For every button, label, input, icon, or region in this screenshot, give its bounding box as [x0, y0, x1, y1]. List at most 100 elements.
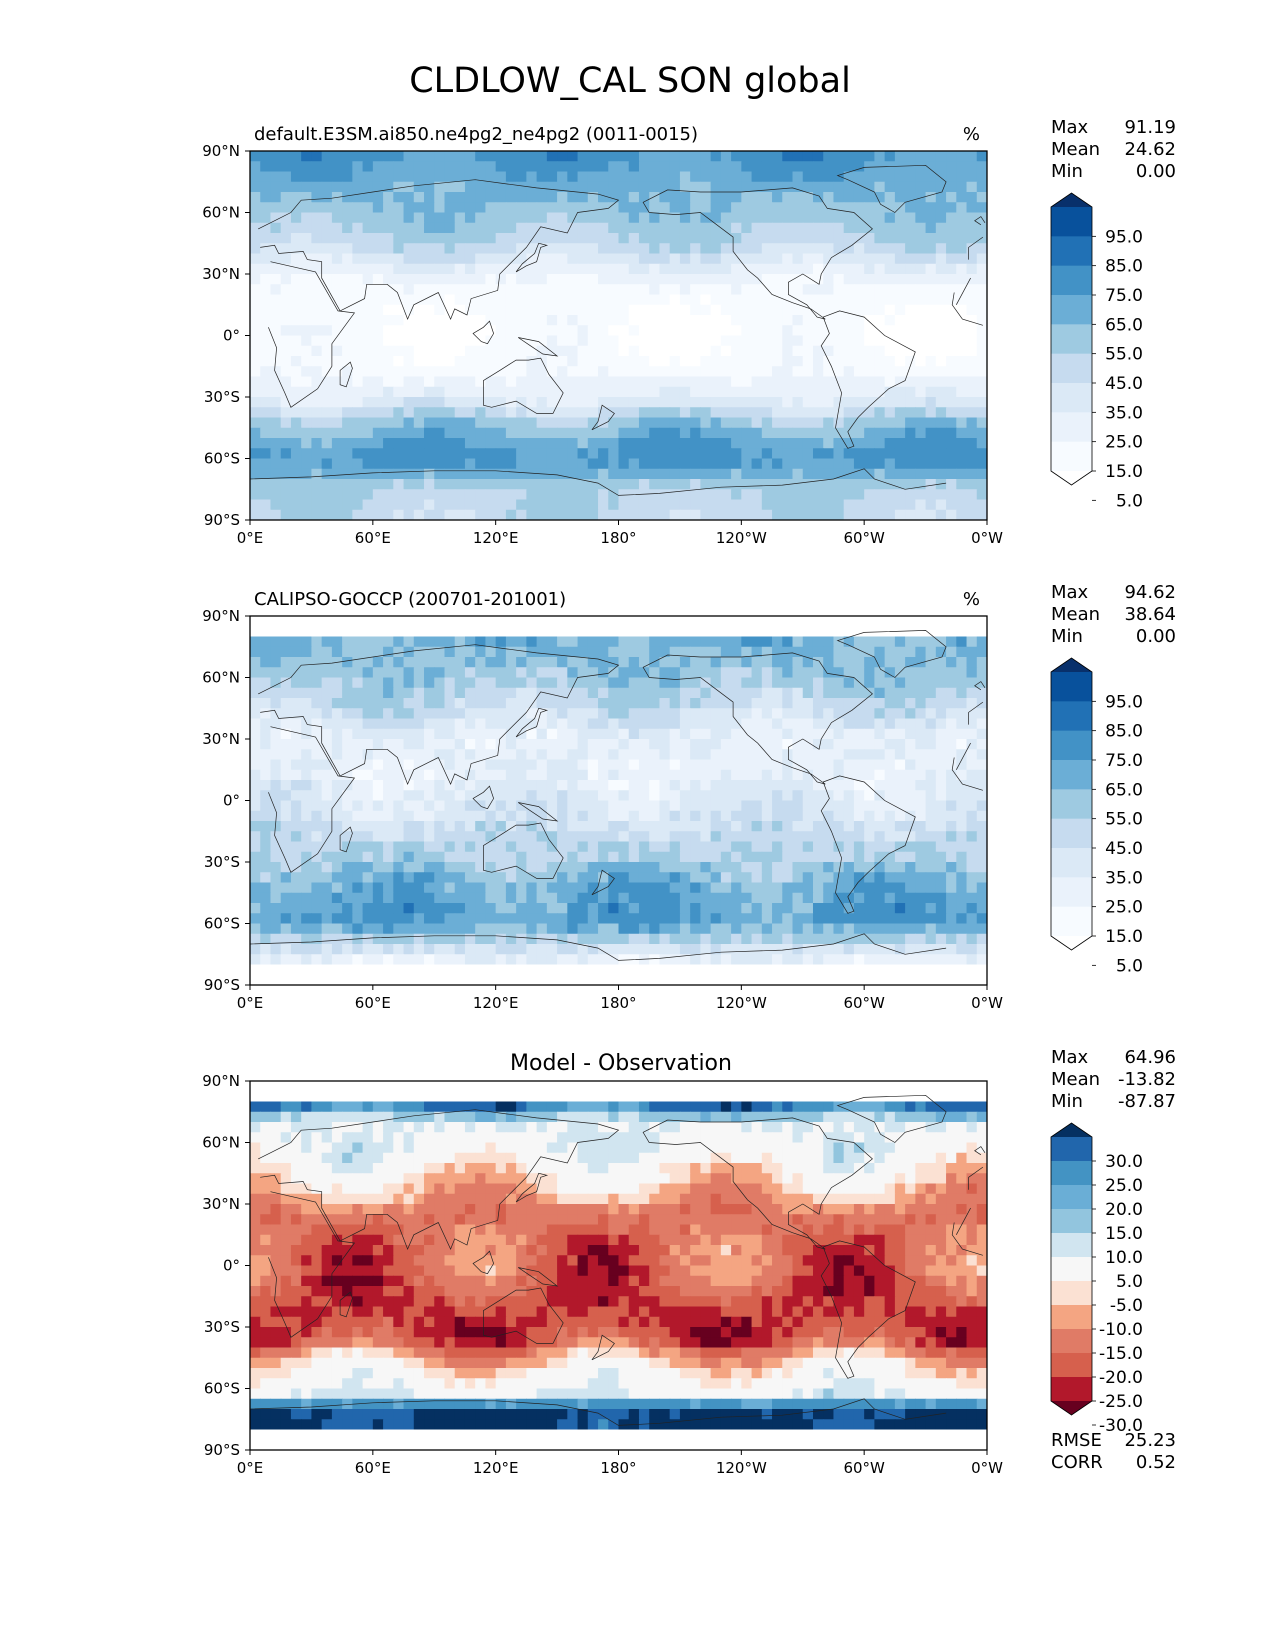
field-cell — [649, 397, 661, 408]
field-cell — [649, 161, 661, 173]
field-cell — [638, 171, 650, 183]
field-cell — [526, 759, 538, 771]
field-cell — [874, 192, 886, 203]
field-cell — [598, 335, 609, 347]
field-cell — [577, 657, 589, 668]
field-cell — [342, 243, 353, 255]
field-cell — [618, 202, 630, 214]
field-cell — [362, 739, 374, 750]
field-cell — [546, 769, 558, 781]
field-cell — [772, 335, 783, 347]
field-cell — [372, 202, 384, 214]
field-cell — [638, 438, 650, 449]
field-cell — [505, 626, 517, 638]
field-cell — [424, 397, 435, 408]
field-cell — [690, 759, 701, 771]
field-cell — [925, 687, 937, 699]
field-cell — [475, 386, 487, 398]
field-cell — [290, 831, 302, 843]
field-cell — [894, 790, 906, 802]
field-cell — [956, 151, 968, 162]
field-cell — [966, 708, 978, 720]
field-cell — [905, 479, 916, 490]
field-cell — [250, 233, 261, 244]
field-cell — [403, 181, 415, 193]
field-cell — [792, 345, 804, 357]
field-cell — [260, 253, 272, 265]
field-cell — [536, 687, 548, 699]
field-cell — [260, 438, 272, 449]
field-cell — [649, 499, 661, 511]
field-cell — [424, 616, 435, 627]
field-cell — [280, 479, 292, 490]
field-cell — [782, 438, 794, 449]
field-cell — [598, 841, 609, 853]
field-cell — [823, 759, 835, 771]
field-cell — [372, 800, 384, 812]
field-cell — [894, 151, 906, 162]
field-cell — [505, 356, 517, 367]
field-cell — [331, 397, 343, 408]
field-cell — [270, 448, 282, 460]
field-cell — [710, 708, 722, 720]
field-cell — [864, 749, 876, 761]
field-cell — [761, 284, 773, 296]
field-cell — [434, 646, 446, 658]
field-cell — [690, 903, 701, 914]
field-cell — [464, 151, 476, 162]
field-cell — [905, 636, 916, 648]
field-cell — [782, 759, 794, 771]
field-cell — [864, 687, 876, 699]
field-cell — [290, 677, 302, 689]
field-cell — [894, 708, 906, 720]
field-cell — [526, 448, 538, 460]
field-cell — [956, 427, 968, 439]
field-cell — [894, 376, 906, 388]
field-cell — [731, 212, 742, 224]
field-cell — [598, 626, 609, 638]
field-cell — [270, 304, 282, 316]
field-cell — [894, 657, 906, 668]
field-cell — [495, 749, 507, 761]
field-cell — [608, 626, 620, 638]
field-cell — [731, 718, 742, 730]
field-cell — [475, 718, 487, 730]
field-cell — [710, 677, 722, 689]
field-cell — [587, 345, 599, 357]
field-cell — [679, 626, 691, 638]
field-cell — [628, 923, 640, 935]
field-cell — [403, 386, 415, 398]
field-cell — [311, 780, 323, 791]
field-cell — [352, 304, 364, 316]
field-cell — [290, 821, 302, 832]
field-cell — [331, 821, 343, 832]
field-cell — [884, 192, 896, 203]
field-cell — [894, 345, 906, 357]
field-cell — [761, 304, 773, 316]
field-cell — [362, 274, 374, 285]
field-cell — [516, 698, 527, 709]
field-cell — [495, 376, 507, 388]
field-cell — [495, 882, 507, 894]
field-cell — [598, 479, 609, 490]
field-cell — [526, 274, 538, 285]
field-cell — [444, 284, 456, 296]
field-cell — [454, 913, 466, 925]
field-cell — [444, 222, 456, 234]
field-cell — [362, 161, 374, 173]
field-cell — [874, 892, 886, 904]
field-cell — [659, 202, 671, 214]
field-cell — [331, 728, 343, 740]
field-cell — [403, 636, 415, 648]
field-cell — [649, 386, 661, 398]
field-cell — [976, 171, 987, 183]
field-cell — [628, 284, 640, 296]
field-cell — [598, 192, 609, 203]
field-cell — [403, 718, 415, 730]
field-cell — [966, 851, 978, 863]
field-cell — [710, 212, 722, 224]
field-cell — [290, 212, 302, 224]
field-cell — [669, 841, 681, 853]
field-cell — [864, 509, 876, 520]
field-cell — [516, 831, 527, 843]
